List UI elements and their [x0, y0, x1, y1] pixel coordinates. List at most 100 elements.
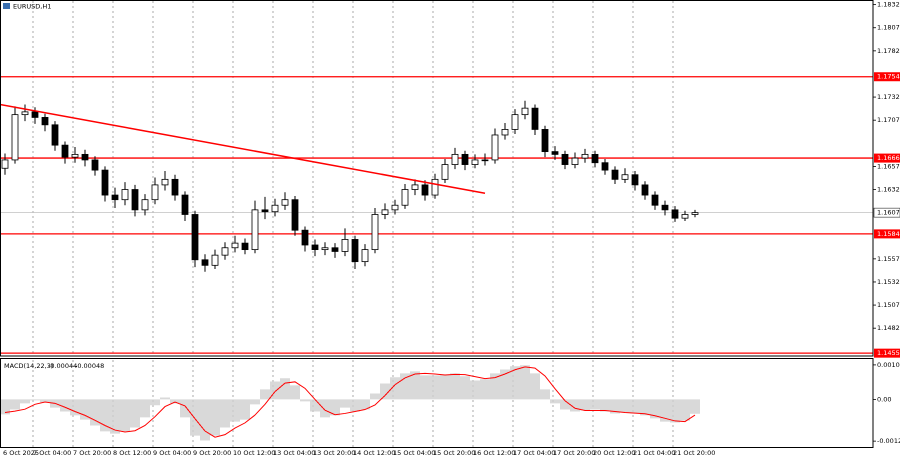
level-label: 1.1584	[877, 230, 900, 238]
current-price-label: 1.1607	[877, 209, 900, 217]
candle-body	[501, 129, 509, 136]
candle-body	[141, 199, 149, 211]
x-tick-label: 15 Oct 04:00	[393, 449, 435, 457]
candle-body	[481, 159, 489, 162]
trendline	[0, 103, 486, 194]
x-tick-label: 9 Oct 20:00	[193, 449, 231, 457]
candle-body	[91, 159, 99, 171]
y-tick-label: 1.1707	[877, 116, 900, 124]
level-label: 1.1455	[877, 349, 900, 357]
y-tick-label: 1.1632	[877, 186, 900, 194]
macd-signal-line	[4, 366, 696, 438]
x-tick-label: 13 Oct 04:00	[273, 449, 315, 457]
level-label: 1.1666	[877, 154, 900, 162]
candle-body	[271, 204, 279, 213]
candle-body	[521, 107, 529, 116]
candle-body	[641, 184, 649, 196]
y-tick-label: 1.1782	[877, 47, 900, 55]
candle-body	[231, 242, 239, 249]
x-tick-label: 6 Oct 2025	[3, 449, 39, 457]
candle-body	[21, 111, 29, 116]
candle-body	[241, 242, 249, 251]
macd-signal-value: -0.00048	[75, 362, 104, 370]
candle-body	[161, 178, 169, 186]
candle-body	[111, 194, 119, 201]
macd-y-tick-label: 0.00106	[877, 361, 900, 369]
candle-body	[441, 164, 449, 180]
candle-body	[471, 159, 479, 165]
x-tick-label: 21 Oct 20:00	[673, 449, 715, 457]
candle-body	[411, 184, 419, 190]
candle-body	[101, 169, 109, 196]
candle-body	[581, 153, 589, 159]
candle-body	[681, 214, 689, 219]
candle-body	[81, 153, 89, 161]
candle-body	[651, 194, 659, 206]
candle-body	[661, 204, 669, 211]
x-tick-label: 17 Oct 04:00	[513, 449, 555, 457]
y-tick-label: 1.1832	[877, 1, 900, 9]
level-label-box	[874, 348, 900, 358]
candle-body	[541, 129, 549, 153]
macd-panel-border	[0, 358, 874, 448]
macd-y-tick-label: 0.00	[877, 395, 891, 403]
x-tick-label: 17 Oct 20:00	[553, 449, 595, 457]
candle-body	[421, 184, 429, 196]
candle-body	[341, 239, 349, 252]
x-tick-label: 10 Oct 12:00	[233, 449, 275, 457]
y-tick-label: 1.1807	[877, 24, 900, 32]
candle-body	[191, 214, 199, 261]
macd-value: -0.00044	[48, 362, 77, 370]
y-tick-label: 1.1657	[877, 162, 900, 170]
candle-body	[251, 209, 259, 251]
candle-body	[511, 114, 519, 130]
candle-body	[391, 204, 399, 211]
symbol-icon	[3, 3, 10, 9]
candle-body	[571, 157, 579, 165]
y-tick-label: 1.1732	[877, 93, 900, 101]
candle-body	[31, 111, 39, 118]
candle-body	[201, 259, 209, 266]
x-tick-label: 14 Oct 12:00	[353, 449, 395, 457]
candle-body	[11, 114, 19, 161]
candle-body	[41, 117, 49, 126]
x-tick-label: 7 Oct 20:00	[73, 449, 111, 457]
candle-body	[591, 153, 599, 164]
candle-body	[221, 247, 229, 256]
candle-body	[291, 199, 299, 231]
chart-title: EURUSD,H1	[13, 3, 51, 11]
current-price-box	[873, 207, 900, 218]
candle-body	[351, 239, 359, 263]
candle-body	[171, 178, 179, 196]
candle-body	[631, 174, 639, 186]
x-tick-label: 15 Oct 20:00	[433, 449, 475, 457]
candle-body	[401, 189, 409, 206]
candle-body	[671, 209, 679, 219]
candle-body	[331, 247, 339, 252]
candle-body	[461, 153, 469, 165]
candle-body	[691, 212, 699, 215]
candle-body	[181, 194, 189, 215]
candle-body	[131, 189, 139, 211]
candle-body	[1, 159, 9, 169]
level-label: 1.1754	[877, 73, 900, 81]
candle-body	[451, 153, 459, 165]
x-tick-label: 7 Oct 04:00	[33, 449, 71, 457]
level-label-box	[874, 72, 900, 82]
candle-body	[301, 229, 309, 246]
candle-body	[491, 134, 499, 161]
candle-body	[151, 184, 159, 201]
level-label-box	[874, 229, 900, 239]
macd-label: MACD(14,22,3)	[4, 362, 53, 370]
x-tick-label: 16 Oct 12:00	[473, 449, 515, 457]
y-tick-label: 1.1507	[877, 301, 900, 309]
main-panel-border	[0, 0, 874, 357]
candle-body	[611, 169, 619, 180]
macd-y-tick-label: -0.00128	[877, 437, 900, 445]
candle-body	[531, 107, 539, 130]
candle-body	[261, 209, 269, 213]
candle-body	[561, 153, 569, 165]
